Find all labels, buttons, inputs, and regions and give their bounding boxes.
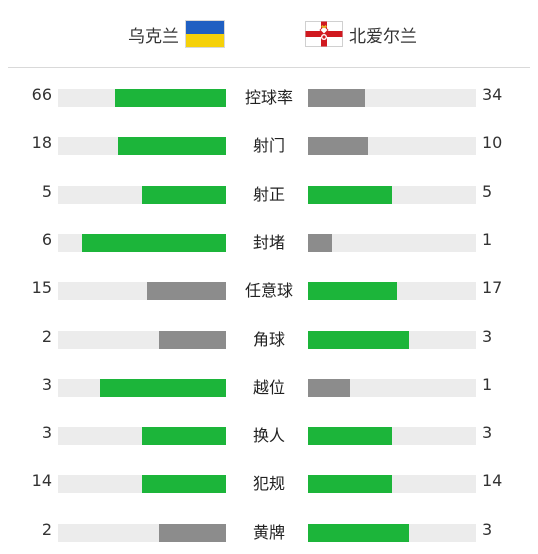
away-stat-bar-track: [308, 137, 476, 156]
away-stat-bar-fill: [308, 185, 392, 204]
home-stat-bar-fill: [115, 89, 226, 107]
home-stat-bar-fill: [159, 523, 226, 542]
away-stat-value: 34: [482, 85, 503, 104]
away-stat-bar-fill: [308, 137, 368, 156]
home-stat-bar-fill: [147, 282, 226, 301]
home-stat-bar-fill: [159, 330, 226, 349]
home-stat-bar-track: [58, 330, 226, 349]
stat-row: 2 角球 3: [0, 313, 538, 361]
away-stat-bar-track: [308, 330, 476, 349]
away-stat-bar-track: [308, 185, 476, 204]
header-divider: [8, 67, 530, 68]
away-stat-bar-track: [308, 475, 476, 494]
stat-row: 18 射门 10: [0, 119, 538, 167]
home-stat-bar-track: [58, 427, 226, 446]
stat-row: 14 犯规 14: [0, 457, 538, 505]
away-stat-value: 3: [482, 519, 493, 539]
away-stat-bar-fill: [308, 427, 392, 446]
home-stat-bar-fill: [142, 185, 226, 204]
home-stat-bar-track: [58, 89, 226, 107]
stat-label: 越位: [252, 377, 285, 397]
away-stat-value: 3: [482, 423, 493, 443]
away-stat-bar-fill: [308, 523, 409, 542]
stat-row: 66 控球率 34: [0, 71, 538, 119]
away-stat-value: 14: [482, 471, 503, 491]
home-stat-bar-track: [58, 475, 226, 494]
away-stat-bar-fill: [308, 475, 392, 494]
away-stat-bar-track: [308, 427, 476, 446]
stat-row: 15 任意球 17: [0, 264, 538, 312]
home-stat-bar-track: [58, 137, 226, 156]
stat-row: 6 封堵 1: [0, 216, 538, 264]
stat-label: 任意球: [244, 281, 293, 301]
home-stat-bar-track: [58, 233, 226, 252]
home-stat-value: 2: [41, 519, 52, 539]
ukraine-flag-icon: [185, 20, 225, 48]
home-stat-bar-fill: [142, 427, 226, 446]
away-stat-bar-track: [308, 378, 476, 397]
match-header: 乌克兰 北爱尔兰: [0, 0, 538, 66]
away-stat-bar-fill: [308, 89, 365, 107]
away-stat-bar-track: [308, 282, 476, 301]
stat-label: 犯规: [252, 474, 285, 494]
stat-label: 控球率: [244, 88, 293, 107]
away-team-name: 北爱尔兰: [349, 26, 417, 47]
away-stat-bar-fill: [308, 233, 332, 252]
away-stat-value: 5: [482, 181, 493, 201]
home-stat-bar-fill: [100, 378, 226, 397]
home-stat-value: 5: [41, 181, 52, 201]
away-stat-value: 3: [482, 326, 493, 346]
away-stat-bar-track: [308, 233, 476, 252]
home-stat-value: 3: [41, 423, 52, 443]
home-stat-bar-track: [58, 523, 226, 542]
away-stat-bar-fill: [308, 378, 350, 397]
away-stat-bar-track: [308, 523, 476, 542]
stat-row: 3 越位 1: [0, 361, 538, 409]
home-stat-bar-fill: [118, 137, 226, 156]
away-stat-bar-fill: [308, 282, 397, 301]
home-stat-value: 3: [41, 374, 52, 394]
away-stat-value: 1: [482, 229, 493, 249]
away-stat-bar-fill: [308, 330, 409, 349]
away-team: 北爱尔兰: [305, 20, 417, 48]
home-stat-bar-track: [58, 282, 226, 301]
home-stat-bar-fill: [82, 233, 226, 252]
home-stat-value: 2: [41, 326, 52, 346]
stat-label: 角球: [252, 329, 285, 349]
home-stat-value: 6: [41, 229, 52, 249]
home-stat-value: 15: [31, 278, 52, 298]
home-stat-value: 66: [31, 85, 52, 104]
stat-label: 封堵: [252, 232, 285, 252]
home-stat-bar-fill: [142, 475, 226, 494]
home-stat-bar-track: [58, 185, 226, 204]
stat-label: 射门: [252, 136, 285, 156]
stat-label: 换人: [252, 426, 285, 446]
home-team-name: 乌克兰: [128, 26, 179, 47]
stat-row: 5 射正 5: [0, 168, 538, 216]
northern-ireland-flag-icon: [305, 21, 343, 47]
home-stat-bar-track: [58, 378, 226, 397]
away-stat-value: 10: [482, 133, 503, 153]
away-stat-bar-track: [308, 89, 476, 107]
away-stat-value: 1: [482, 374, 493, 394]
stat-label: 射正: [252, 184, 285, 204]
stat-label: 黄牌: [252, 522, 285, 542]
home-stat-value: 18: [31, 133, 52, 153]
away-stat-value: 17: [482, 278, 503, 298]
stat-row: 2 黄牌 3: [0, 506, 538, 554]
home-team: 乌克兰: [128, 20, 225, 48]
stat-row: 3 换人 3: [0, 409, 538, 457]
home-stat-value: 14: [31, 471, 52, 491]
